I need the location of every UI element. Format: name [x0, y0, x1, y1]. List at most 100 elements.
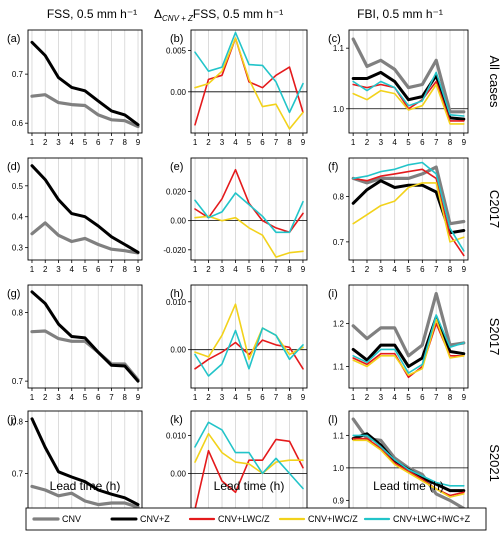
- x-tick-label: 7: [434, 138, 439, 147]
- panel-label-c: (c): [328, 33, 341, 45]
- series-line-cnv-z: [30, 290, 140, 383]
- series-line-cnv-lwc-z: [194, 168, 304, 234]
- x-tick-label: 7: [274, 393, 279, 402]
- x-tick-label: 1: [193, 265, 198, 274]
- x-tick-label: 8: [123, 265, 128, 274]
- panel-g: 1 2 3 4 5 6 7 8 9 0.7 0.8 (g): [7, 284, 143, 402]
- series-line-cnv-lwc-iwc-z: [194, 421, 304, 490]
- x-tick-label: 5: [247, 265, 252, 274]
- y-tick-label: 1.0: [333, 464, 345, 473]
- y-tick-label: 0.8: [12, 308, 24, 317]
- x-tick-label: 8: [123, 393, 128, 402]
- x-tick-label: 9: [462, 393, 467, 402]
- series-line-cnv-z: [30, 164, 140, 254]
- x-tick-label: 6: [260, 138, 265, 147]
- x-tick-label: 9: [136, 393, 141, 402]
- x-tick-label: 9: [136, 138, 141, 147]
- series-line-cnv: [30, 221, 140, 255]
- series-line-cnv-iwc-z: [194, 432, 304, 475]
- y-tick-label: 1.1: [333, 431, 345, 440]
- x-tick-label: 5: [247, 138, 252, 147]
- x-tick-label: 7: [109, 393, 114, 402]
- x-tick-label: 8: [287, 265, 292, 274]
- x-tick-label: 4: [392, 265, 397, 274]
- series-line-cnv-lwc-iwc-z: [352, 161, 465, 252]
- x-tick-label: 9: [136, 265, 141, 274]
- y-tick-label: 0.4: [12, 213, 24, 222]
- legend-item-cnv-lwc-iwc-z: CNV+LWC+IWC+Z: [363, 514, 471, 524]
- panel-label-f: (f): [328, 161, 338, 173]
- x-tick-label: 3: [56, 265, 61, 274]
- series-line-cnv-iwc-z: [352, 318, 465, 376]
- legend-label-cnv: CNV: [62, 514, 81, 524]
- x-tick-label: 5: [247, 393, 252, 402]
- x-tick-label: 1: [30, 138, 35, 147]
- x-tick-label: 9: [301, 393, 306, 402]
- x-tick-label: 8: [287, 393, 292, 402]
- series-line-cnv-z: [351, 315, 466, 368]
- x-tick-label: 4: [70, 393, 75, 402]
- x-tick-label: 2: [206, 393, 211, 402]
- y-tick-label: 1.0: [333, 105, 345, 114]
- x-tick-label: 2: [365, 393, 370, 402]
- series-line-cnv-iwc-z: [194, 303, 304, 361]
- y-tick-label: 0.9: [333, 496, 345, 505]
- x-axis-label: Lead time (h): [50, 479, 121, 493]
- x-tick-label: 4: [70, 265, 75, 274]
- delta-title-rest: FSS, 0.5 mm h⁻¹: [193, 7, 283, 21]
- x-tick-label: 3: [379, 265, 384, 274]
- column-titles: FSS, 0.5 mm h⁻¹ ΔCNV + ZFSS, 0.5 mm h⁻¹ …: [47, 7, 443, 23]
- series-line-cnv-iwc-z: [352, 83, 465, 125]
- x-tick-label: 2: [206, 138, 211, 147]
- x-tick-label: 6: [96, 265, 101, 274]
- x-tick-label: 3: [220, 138, 225, 147]
- series-line-cnv-iwc-z: [352, 439, 465, 498]
- series-line-cnv-z: [30, 417, 140, 507]
- column-title-delta-fss: ΔCNV + ZFSS, 0.5 mm h⁻¹: [154, 7, 283, 23]
- y-tick-label: 0.7: [333, 238, 345, 247]
- series-line-cnv: [30, 93, 140, 129]
- series-line-cnv-iwc-z: [194, 215, 304, 258]
- x-tick-label: 9: [301, 138, 306, 147]
- x-tick-label: 8: [448, 265, 453, 274]
- series-line-cnv: [30, 329, 140, 382]
- y-tick-label: 0.005: [166, 47, 187, 56]
- series-line-cnv-lwc-iwc-z: [352, 314, 465, 374]
- x-tick-label: 7: [434, 393, 439, 402]
- y-tick-label: 0.00: [170, 88, 186, 97]
- y-tick-label: 1.1: [333, 363, 345, 372]
- y-tick-label: 1.1: [333, 44, 345, 53]
- x-tick-label: 1: [193, 393, 198, 402]
- x-tick-label: 3: [220, 393, 225, 402]
- panel-b: 1 2 3 4 5 6 7 8 9 0.00 0.005 (b): [166, 29, 308, 147]
- series-line-cnv-lwc-iwc-z: [194, 327, 304, 377]
- x-tick-label: 9: [301, 265, 306, 274]
- legend-label-cnv-lwc-iwc-z: CNV+LWC+IWC+Z: [393, 514, 471, 524]
- x-tick-label: 2: [43, 393, 48, 402]
- x-tick-label: 7: [109, 138, 114, 147]
- x-tick-label: 5: [406, 393, 411, 402]
- x-tick-label: 2: [365, 265, 370, 274]
- y-tick-label: 0.020: [166, 188, 187, 197]
- legend-item-cnv-iwc-z: CNV+IWC/Z: [278, 514, 358, 524]
- x-tick-label: 3: [379, 393, 384, 402]
- y-tick-label: 0.7: [12, 469, 24, 478]
- x-tick-label: 6: [96, 138, 101, 147]
- x-tick-label: 5: [406, 138, 411, 147]
- series-line-cnv-lwc-iwc-z: [352, 71, 465, 117]
- series-line-cnv-lwc-iwc-z: [352, 434, 465, 487]
- y-tick-label: -0.020: [163, 246, 186, 255]
- series-line-cnv-lwc-z: [194, 37, 304, 126]
- y-tick-label: 0.3: [12, 244, 24, 253]
- y-tick-label: 0.8: [12, 417, 24, 426]
- series-line-cnv: [30, 484, 140, 509]
- legend-label-cnv-iwc-z: CNV+IWC/Z: [308, 514, 358, 524]
- panel-a: 1 2 3 4 5 6 7 8 9 0.6 0.7 (a): [7, 29, 143, 147]
- y-tick-label: 0.8: [333, 193, 345, 202]
- legend-label-cnv-z: CNV+Z: [140, 514, 170, 524]
- y-tick-label: 0.7: [12, 70, 24, 79]
- x-tick-label: 5: [83, 393, 88, 402]
- x-tick-label: 4: [233, 265, 238, 274]
- panel-label-i: (i): [328, 288, 338, 300]
